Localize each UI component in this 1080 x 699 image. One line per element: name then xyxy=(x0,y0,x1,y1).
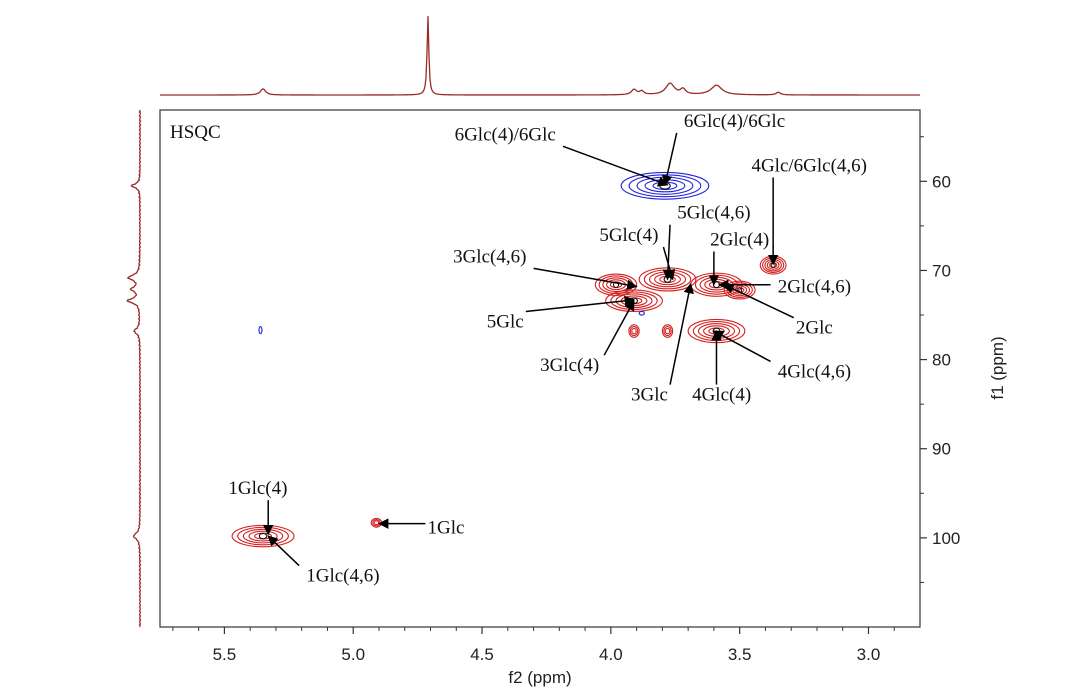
peak-core xyxy=(258,532,268,540)
peak-contour xyxy=(628,174,702,198)
peak-10 xyxy=(231,524,295,548)
annotation-arrow xyxy=(669,282,694,385)
y-tick-label: 60 xyxy=(932,172,951,191)
peak-label: 2Glc xyxy=(796,318,833,339)
x-tick-label: 4.0 xyxy=(599,645,623,664)
annotation-arrow xyxy=(562,145,669,187)
annotation-arrow xyxy=(533,267,638,291)
peak-label: 3Glc xyxy=(631,385,668,406)
chart-title: HSQC xyxy=(170,122,221,143)
peak-contour xyxy=(638,310,645,316)
peak-label: 2Glc(4,6) xyxy=(778,277,851,298)
f1-projection-trace xyxy=(126,109,142,628)
y-tick-label: 70 xyxy=(932,261,951,280)
y-tick-label: 100 xyxy=(932,529,960,548)
annotation-arrow xyxy=(723,284,795,319)
annotation-arrow xyxy=(661,132,678,186)
peak-9 xyxy=(661,324,674,338)
peak-contour xyxy=(664,327,671,335)
peak-contour xyxy=(605,289,663,313)
peak-label: 4Glc(4) xyxy=(692,385,751,406)
peak-label: 1Glc(4,6) xyxy=(306,566,379,587)
annotation-arrow xyxy=(712,330,771,363)
annotation-arrow xyxy=(603,299,635,356)
peak-label: 5Glc(4,6) xyxy=(677,203,750,224)
peak-label: 3Glc(4) xyxy=(540,355,599,376)
peak-contour xyxy=(629,326,639,337)
peak-13 xyxy=(638,310,645,316)
peak-contour xyxy=(231,524,295,548)
peak-label: 3Glc(4,6) xyxy=(453,246,526,267)
annotation-arrow xyxy=(525,295,636,313)
x-tick-label: 3.5 xyxy=(728,645,752,664)
annotation-arrow xyxy=(662,246,676,281)
x-axis-label: f2 (ppm) xyxy=(508,668,571,687)
annotation-arrow xyxy=(267,535,300,567)
peak-0 xyxy=(620,171,710,200)
x-tick-label: 3.0 xyxy=(857,645,881,664)
peak-contour xyxy=(620,171,710,200)
peak-12 xyxy=(258,326,263,335)
peak-label: 2Glc(4) xyxy=(710,229,769,250)
f2-projection xyxy=(160,16,920,96)
plot-frame xyxy=(159,109,921,628)
annotation-labels: 6Glc(4)/6Glc 6Glc(4)/6Glc 4Glc/6Glc(4,6) 5G… xyxy=(228,111,867,587)
x-axis: 5.5 5.0 4.5 4.0 3.5 3.0 xyxy=(172,627,895,664)
peak-11 xyxy=(370,517,383,528)
peak-contour xyxy=(663,326,672,337)
peak-contour xyxy=(237,526,289,546)
peak-label: 4Glc/6Glc(4,6) xyxy=(751,156,867,177)
peak-label: 1Glc(4) xyxy=(228,478,287,499)
y-axis-label: f1 (ppm) xyxy=(988,336,1007,399)
x-tick-label: 5.5 xyxy=(213,645,237,664)
peak-label: 5Glc(4) xyxy=(599,225,658,246)
peak-5 xyxy=(605,289,663,313)
peak-contour xyxy=(258,326,263,335)
peak-contour xyxy=(373,520,380,526)
y-axis: 60 70 80 90 100 xyxy=(920,136,960,583)
peak-label: 6Glc(4)/6Glc xyxy=(455,124,556,145)
peak-core xyxy=(612,281,620,288)
peak-label: 4Glc(4,6) xyxy=(778,361,851,382)
peak-label: 6Glc(4)/6Glc xyxy=(684,111,785,132)
f2-projection-trace xyxy=(160,16,920,96)
contour-peaks xyxy=(231,171,787,548)
x-tick-label: 5.0 xyxy=(341,645,365,664)
peak-8 xyxy=(628,324,640,338)
annotation-arrows xyxy=(262,132,795,567)
peak-label: 5Glc xyxy=(487,311,524,332)
peak-contour xyxy=(661,324,674,338)
peak-contour xyxy=(631,327,637,335)
peak-contour xyxy=(628,324,640,338)
peak-label: 1Glc xyxy=(427,517,464,538)
y-tick-label: 90 xyxy=(932,440,951,459)
y-tick-label: 80 xyxy=(932,351,951,370)
x-tick-label: 4.5 xyxy=(470,645,494,664)
f1-projection xyxy=(126,109,142,628)
